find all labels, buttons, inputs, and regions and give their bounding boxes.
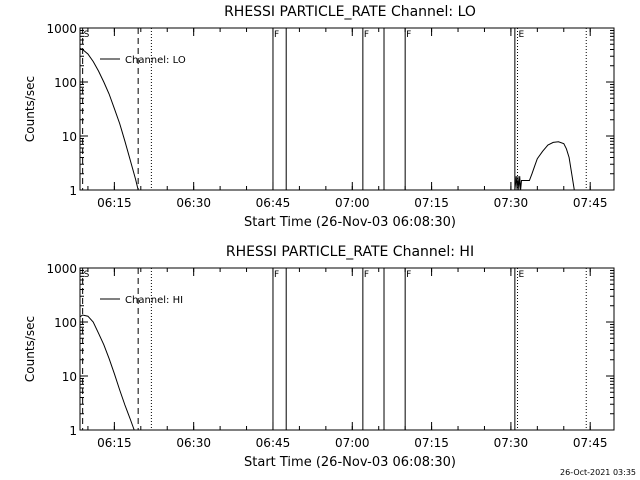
x-tick-label-lo: 07:00 — [335, 196, 370, 210]
footer-timestamp: 26-Oct-2021 03:35 — [560, 468, 636, 477]
event-marker-label-lo: F — [406, 30, 411, 40]
event-marker-label-lo: F — [274, 30, 279, 40]
y-tick-label-hi: 10 — [62, 370, 77, 384]
x-tick-label-lo: 07:15 — [414, 196, 449, 210]
data-series-line-lo-0 — [79, 47, 139, 191]
lo-channel-panel: RHESSI PARTICLE_RATE Channel: LO Start T… — [23, 4, 615, 230]
event-marker-label-hi: F — [364, 270, 369, 280]
y-tick-label-hi: 1 — [69, 424, 77, 438]
x-tick-label-lo: 07:30 — [494, 196, 529, 210]
legend-label-hi: Channel: HI — [125, 295, 183, 306]
x-axis-label-hi: Start Time (26-Nov-03 06:08:30) — [244, 455, 456, 470]
x-tick-label-lo: 07:45 — [573, 196, 608, 210]
y-tick-label-hi: 100 — [54, 316, 77, 330]
x-axis-label-lo: Start Time (26-Nov-03 06:08:30) — [244, 215, 456, 230]
x-tick-label-hi: 07:15 — [414, 436, 449, 450]
y-tick-label-lo: 100 — [54, 76, 77, 90]
plot-frame-lo — [79, 27, 615, 191]
x-tick-label-hi: 06:45 — [256, 436, 291, 450]
plot-area-lo: 1 10 100 1000 06:15 06:30 06:45 07:00 07:15 07:30… — [46, 22, 615, 210]
hi-channel-panel: RHESSI PARTICLE_RATE Channel: HI Start T… — [23, 244, 615, 470]
event-marker-label-lo: S — [84, 30, 90, 40]
x-tick-label-hi: 06:15 — [97, 436, 132, 450]
event-marker-label-lo: E — [519, 30, 525, 40]
event-marker-label-hi: S — [84, 270, 90, 280]
data-series-line-hi-0 — [79, 314, 135, 431]
event-marker-label-hi: E — [519, 270, 525, 280]
x-tick-label-hi: 06:30 — [176, 436, 211, 450]
x-tick-label-hi: 07:30 — [494, 436, 529, 450]
x-tick-label-hi: 07:00 — [335, 436, 370, 450]
event-marker-label-hi: F — [274, 270, 279, 280]
data-series-line-lo-1 — [514, 141, 575, 191]
y-axis-label-lo: Counts/sec — [23, 76, 37, 142]
y-tick-label-hi: 1000 — [46, 262, 77, 276]
chart-title-lo: RHESSI PARTICLE_RATE Channel: LO — [224, 4, 476, 20]
plot-frame-hi — [79, 267, 615, 431]
event-marker-label-lo: F — [364, 30, 369, 40]
legend-label-lo: Channel: LO — [125, 55, 186, 66]
x-tick-label-lo: 06:15 — [97, 196, 132, 210]
y-tick-label-lo: 10 — [62, 130, 77, 144]
plot-area-hi: 1 10 100 1000 06:15 06:30 06:45 07:00 07:15 07:30… — [46, 262, 615, 450]
x-tick-label-lo: 06:45 — [256, 196, 291, 210]
event-marker-label-hi: F — [406, 270, 411, 280]
y-tick-label-lo: 1000 — [46, 22, 77, 36]
x-tick-label-hi: 07:45 — [573, 436, 608, 450]
chart-title-hi: RHESSI PARTICLE_RATE Channel: HI — [226, 244, 474, 260]
y-tick-label-lo: 1 — [69, 184, 77, 198]
x-tick-label-lo: 06:30 — [176, 196, 211, 210]
y-axis-label-hi: Counts/sec — [23, 316, 37, 382]
